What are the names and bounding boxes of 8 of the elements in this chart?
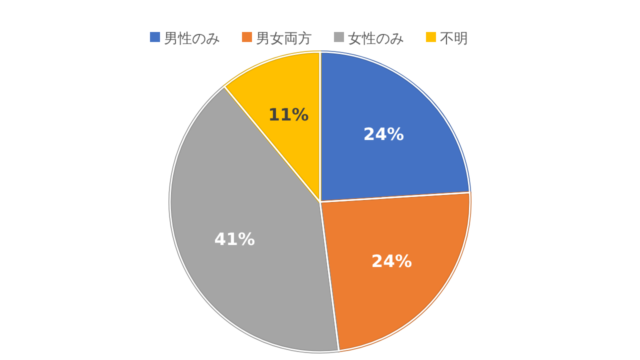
- legend-label: 男性のみ: [164, 30, 220, 47]
- legend-label: 不明: [440, 30, 468, 47]
- legend-label: 男女両方: [256, 30, 312, 47]
- data-label: 11%: [268, 105, 309, 126]
- legend-label: 女性のみ: [348, 30, 404, 47]
- data-label: 24%: [363, 125, 404, 146]
- data-label: 24%: [371, 252, 412, 272]
- data-label: 41%: [214, 230, 255, 250]
